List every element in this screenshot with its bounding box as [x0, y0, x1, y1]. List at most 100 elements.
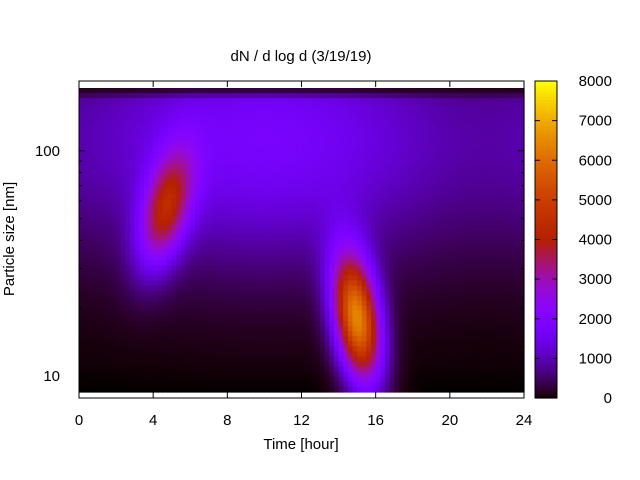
- heat-cell: [222, 194, 228, 201]
- heat-cell: [231, 209, 238, 216]
- heat-cell: [463, 305, 469, 312]
- heat-cell: [106, 174, 113, 180]
- heat-cell: [204, 341, 210, 347]
- heat-cell: [134, 158, 140, 165]
- heat-cell: [449, 240, 456, 246]
- heat-cell: [222, 280, 228, 287]
- heat-cell: [125, 336, 131, 342]
- heat-cell: [255, 214, 261, 221]
- heat-cell: [139, 174, 145, 180]
- heat-cell: [134, 209, 140, 216]
- heat-cell: [310, 229, 317, 236]
- heat-cell: [213, 153, 219, 160]
- heat-cell: [227, 214, 233, 221]
- heat-cell: [403, 250, 409, 256]
- heat-cell: [473, 184, 479, 190]
- heat-cell: [306, 336, 312, 342]
- heat-cell: [426, 158, 432, 165]
- heat-cell: [371, 326, 377, 332]
- heat-cell: [255, 164, 261, 170]
- heat-cell: [519, 321, 525, 327]
- heat-cell: [278, 265, 284, 271]
- heat-cell: [143, 128, 150, 135]
- heat-cell: [454, 113, 460, 119]
- heat-cell: [357, 234, 363, 241]
- heat-cell: [468, 88, 474, 94]
- heat-cell: [324, 194, 330, 201]
- heat-cell: [454, 153, 460, 160]
- heat-cell: [204, 138, 210, 145]
- heat-cell: [264, 143, 270, 150]
- heat-cell: [227, 93, 233, 99]
- heat-cell: [375, 194, 381, 201]
- heat-cell: [435, 123, 442, 130]
- heat-cell: [394, 224, 400, 231]
- heat-cell: [435, 285, 442, 292]
- heat-cell: [357, 189, 363, 195]
- heat-cell: [171, 219, 177, 226]
- heat-cell: [208, 219, 215, 226]
- heat-cell: [125, 113, 131, 119]
- heat-cell: [431, 275, 437, 282]
- heat-cell: [287, 118, 293, 125]
- heat-cell: [250, 219, 256, 226]
- heat-cell: [417, 148, 423, 155]
- heat-cell: [204, 219, 210, 226]
- heat-cell: [92, 224, 99, 231]
- heat-cell: [357, 245, 363, 251]
- heat-cell: [449, 103, 456, 109]
- heat-cell: [97, 316, 103, 322]
- heat-cell: [357, 229, 363, 236]
- heat-cell: [102, 143, 108, 150]
- heat-cell: [218, 189, 224, 195]
- heat-cell: [79, 290, 85, 297]
- heat-cell: [486, 93, 493, 99]
- heat-cell: [259, 229, 266, 236]
- heat-cell: [180, 143, 187, 150]
- heat-cell: [435, 153, 442, 160]
- heat-cell: [204, 240, 210, 246]
- heat-cell: [264, 184, 270, 190]
- heat-cell: [292, 138, 298, 145]
- heat-cell: [329, 290, 335, 297]
- heat-cell: [134, 295, 140, 302]
- heat-cell: [380, 245, 386, 251]
- heat-cell: [92, 88, 99, 94]
- heat-cell: [282, 143, 289, 150]
- heat-cell: [250, 148, 256, 155]
- heat-cell: [449, 285, 456, 292]
- heat-cell: [222, 336, 228, 342]
- heat-cell: [245, 133, 252, 140]
- heat-cell: [162, 295, 168, 302]
- heat-cell: [194, 88, 201, 94]
- heat-cell: [412, 174, 418, 180]
- heat-cell: [259, 123, 266, 130]
- heat-cell: [194, 158, 201, 165]
- heat-cell: [273, 138, 279, 145]
- heat-cell: [269, 184, 275, 190]
- heat-cell: [92, 300, 99, 307]
- heat-cell: [194, 98, 201, 104]
- heat-cell: [190, 245, 196, 251]
- heat-cell: [296, 270, 303, 277]
- heat-cell: [143, 346, 150, 353]
- heat-cell: [371, 341, 377, 347]
- heat-cell: [269, 305, 275, 312]
- heat-cell: [167, 245, 173, 251]
- heat-cell: [106, 164, 113, 170]
- heat-cell: [440, 295, 446, 302]
- heat-cell: [269, 250, 275, 256]
- heat-cell: [180, 336, 187, 342]
- heat-cell: [273, 265, 279, 271]
- heat-cell: [106, 93, 113, 99]
- heat-cell: [315, 123, 321, 130]
- heat-cell: [449, 88, 456, 94]
- heat-cell: [79, 295, 85, 302]
- heat-cell: [250, 118, 256, 125]
- heat-cell: [357, 214, 363, 221]
- heat-cell: [282, 189, 289, 195]
- heat-cell: [426, 346, 432, 353]
- heat-cell: [333, 143, 340, 150]
- heat-cell: [199, 158, 205, 165]
- heat-cell: [482, 133, 488, 140]
